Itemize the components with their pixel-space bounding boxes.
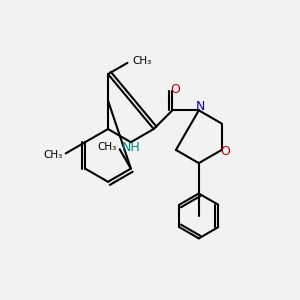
Text: CH₃: CH₃ bbox=[44, 150, 63, 160]
Text: CH₃: CH₃ bbox=[132, 56, 151, 66]
Text: CH₃: CH₃ bbox=[98, 142, 117, 152]
Text: O: O bbox=[220, 145, 230, 158]
Text: O: O bbox=[170, 82, 180, 95]
Text: NH: NH bbox=[122, 141, 141, 154]
Text: N: N bbox=[196, 100, 205, 113]
